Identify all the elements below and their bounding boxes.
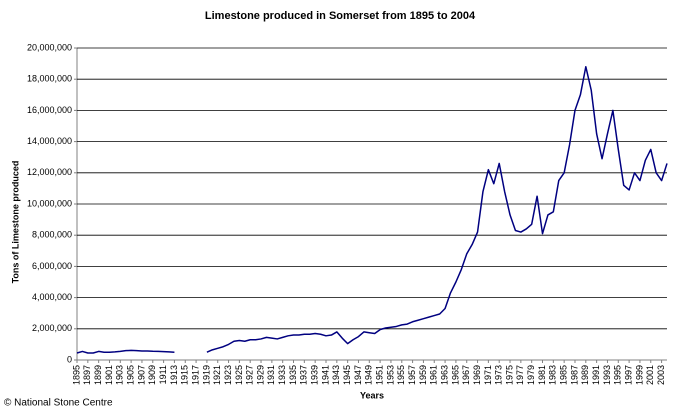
x-axis-label: Years [360,390,384,400]
x-tick-label: 1937 [299,365,309,385]
y-tick-label: 6,000,000 [32,261,72,271]
data-line [76,65,668,354]
x-tick-label: 1921 [212,365,222,385]
x-tick-label: 1999 [634,365,644,385]
x-tick-label: 1977 [515,365,525,385]
y-tick-label: 20,000,000 [27,42,72,52]
y-tick-label: 14,000,000 [27,136,72,146]
y-tick-label: 12,000,000 [27,167,72,177]
x-tick-label: 1917 [190,365,200,385]
x-tick-label: 1943 [331,365,341,385]
x-tick-label: 1941 [320,365,330,385]
x-tick-label: 1973 [494,365,504,385]
chart-title: Limestone produced in Somerset from 1895… [205,10,476,22]
x-tick-label: 1949 [364,365,374,385]
footer: © National Stone Centre [4,398,113,409]
x-tick-label: 1951 [374,365,384,385]
x-tick-label: 1903 [115,365,125,385]
y-tick-label: 0 [67,354,72,364]
x-tick-label: 1983 [548,365,558,385]
x-tick-label: 2001 [645,365,655,385]
x-tick-label: 1953 [385,365,395,385]
x-tick-label: 1969 [472,365,482,385]
y-tick-label: 8,000,000 [32,230,72,240]
y-tick-label: 18,000,000 [27,74,72,84]
y-tick-label: 4,000,000 [32,292,72,302]
x-tick-label: 1939 [310,365,320,385]
x-tick-label: 1895 [71,365,81,385]
x-tick-label: 1987 [569,365,579,385]
x-tick-label: 1975 [504,365,514,385]
x-tick-label: 1971 [483,365,493,385]
x-tick-label: 1957 [407,365,417,385]
x-tick-label: 1963 [439,365,449,385]
x-tick-label: 1989 [580,365,590,385]
x-tick-label: 1993 [602,365,612,385]
x-tick-label: 1981 [537,365,547,385]
x-tick-label: 1947 [353,365,363,385]
y-axis-label: Tons of Limestone produced [10,161,20,284]
x-tick-label: 1931 [266,365,276,385]
x-tick-label: 1925 [234,365,244,385]
x-tick-label: 1991 [591,365,601,385]
x-tick-label: 1967 [461,365,471,385]
x-tick-label: 1955 [396,365,406,385]
x-tick-label: 1911 [158,365,168,384]
y-tick-label: 2,000,000 [32,323,72,333]
x-tick-label: 1935 [288,365,298,385]
x-tick-label: 1995 [613,365,623,385]
x-tick-label: 1997 [623,365,633,385]
x-tick-label: 1907 [136,365,146,385]
y-tick-label: 10,000,000 [27,198,72,208]
x-tick-label: 1915 [180,365,190,385]
x-tick-label: 1905 [126,365,136,385]
x-tick-label: 1945 [342,365,352,385]
x-tick-label: 1929 [255,365,265,385]
x-tick-label: 1979 [526,365,536,385]
x-tick-label: 2003 [656,365,666,385]
x-tick-label: 1965 [450,365,460,385]
x-tick-label: 1927 [245,365,255,385]
x-tick-label: 1913 [169,365,179,385]
x-tick-label: 1901 [104,365,114,385]
x-tick-label: 1897 [82,365,92,385]
x-tick-label: 1923 [223,365,233,385]
x-tick-label: 1909 [147,365,157,385]
x-tick-label: 1961 [429,365,439,385]
x-tick-label: 1933 [277,365,287,385]
x-tick-label: 1899 [93,365,103,385]
y-tick-label: 16,000,000 [27,105,72,115]
x-tick-label: 1959 [418,365,428,385]
x-tick-label: 1919 [201,365,211,385]
x-tick-label: 1985 [559,365,569,385]
